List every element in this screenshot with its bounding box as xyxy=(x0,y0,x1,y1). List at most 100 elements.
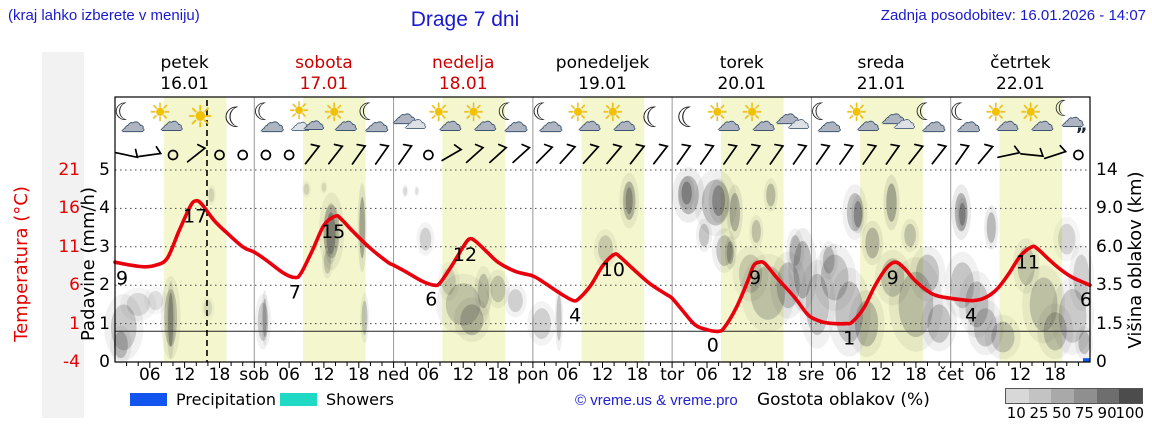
daytime-band xyxy=(860,97,923,362)
temperature-value-label: 15 xyxy=(321,221,345,243)
cloud-glyph: ☁ xyxy=(334,110,358,136)
temperature-value-label: 9 xyxy=(116,268,128,290)
wind-barb-icon xyxy=(699,143,715,165)
x-hour-label: 18 xyxy=(1044,365,1066,385)
x-hour-label: 06 xyxy=(417,365,440,385)
wind-barb-icon xyxy=(606,143,623,165)
cloud-glyph: ☁ xyxy=(817,109,842,137)
day-header-date[interactable]: 22.01 xyxy=(996,74,1045,94)
day-header-name[interactable]: sreda xyxy=(857,53,905,73)
precipitation-tick-label: 0 xyxy=(99,352,110,372)
wind-barb-icon xyxy=(582,143,600,165)
clouds-icon: ☁ ☁ xyxy=(879,99,919,141)
cloud-height-tick-label: 6.0 xyxy=(1096,236,1124,257)
cloud-glyph: ☁ xyxy=(856,110,880,136)
sun-glyph: ☀ xyxy=(706,98,729,127)
moon-glyph: ☾ xyxy=(675,101,701,134)
x-hour-label: 12 xyxy=(1009,365,1032,385)
cloud-density-scale-tick-label: 100 xyxy=(1115,404,1145,422)
cloudw-glyph: ☁ xyxy=(893,109,916,134)
cloud-glyph: ☁ xyxy=(921,109,946,137)
precipitation-bar xyxy=(1083,358,1091,362)
x-hour-label: 18 xyxy=(208,365,231,385)
wind-calm-icon xyxy=(260,149,272,161)
wind-barb-icon xyxy=(908,143,925,165)
day-header-date[interactable]: 17.01 xyxy=(299,74,349,94)
cloud-height-tick-label: 14 xyxy=(1096,160,1118,180)
x-hour-label: 06 xyxy=(696,365,718,385)
moon-cloud-icon: ☾ ☁ xyxy=(112,99,152,141)
day-header-name[interactable]: sobota xyxy=(295,53,353,73)
wind-barb-icon xyxy=(138,145,163,158)
x-day-boundary-label: čet xyxy=(937,365,964,385)
cloud-density-scale-segment xyxy=(1074,389,1097,403)
wind-barb-icon xyxy=(304,143,321,165)
cloudw-glyph: ☁ xyxy=(404,109,427,134)
cloud-density-scale-tick-label: 10 xyxy=(1006,404,1026,422)
wind-barb-icon xyxy=(351,143,367,165)
sun-cloud-icon: ☀ ☁ xyxy=(844,99,884,141)
moon-glyph: ☾ xyxy=(113,98,136,126)
day-header-date[interactable]: 19.01 xyxy=(578,74,627,94)
cloud-glyph: ☁ xyxy=(881,101,906,129)
wind-barb-icon xyxy=(723,143,738,165)
moon-cloud-icon: ☾ ☁ xyxy=(808,99,848,141)
day-header-date[interactable]: 20.01 xyxy=(717,74,767,94)
moon-glyph: ☾ xyxy=(223,101,249,134)
moon-glyph: ☾ xyxy=(531,98,554,126)
sun-glyph: ☀ xyxy=(984,98,1008,127)
moon-icon: ☾ xyxy=(669,99,709,141)
x-hour-label: 06 xyxy=(556,365,579,385)
day-header-name[interactable]: nedelja xyxy=(432,53,495,73)
sun-glyph: ☀ xyxy=(601,98,625,127)
day-header-name[interactable]: četrtek xyxy=(990,53,1051,73)
left-gutter-strip xyxy=(42,52,84,418)
x-hour-label: 12 xyxy=(730,365,753,385)
wind-barb-icon xyxy=(652,143,669,165)
temperature-tick-label: 21 xyxy=(58,160,80,180)
wind-barb-icon xyxy=(559,143,577,165)
moon-cloud-icon: ☾ ☁ xyxy=(251,99,291,141)
wind-barb-icon xyxy=(465,143,485,164)
day-header-name[interactable]: petek xyxy=(160,53,209,73)
wind-barb-icon xyxy=(676,143,692,165)
wind-barb-icon xyxy=(535,143,554,164)
temperature-value-label: 11 xyxy=(1016,252,1040,274)
cloud-glyph: ☁ xyxy=(438,110,462,136)
copyright-link[interactable]: © vreme.us & vreme.pro xyxy=(575,392,738,409)
cloud-glyph: ☁ xyxy=(260,109,284,137)
temperature-value-label: 9 xyxy=(749,267,761,289)
day-header-date[interactable]: 18.01 xyxy=(438,74,488,94)
cloud-density-scale-tick-label: 50 xyxy=(1052,404,1072,422)
x-hour-label: 06 xyxy=(278,365,300,385)
cloud-density-scale-tick-label: 25 xyxy=(1029,404,1049,422)
x-day-boundary-label: sre xyxy=(798,365,825,385)
sun-cloud-icon: ☀ ☁ xyxy=(566,99,606,141)
day-header-name[interactable]: ponedeljek xyxy=(555,53,650,73)
cloud-glyph: ☁ xyxy=(577,110,601,136)
daytime-band xyxy=(303,97,366,362)
temperature-value-label: 1 xyxy=(843,328,855,350)
sun-cloud-icon: ☀ ☁ xyxy=(1018,99,1058,141)
moon-glyph: ☾ xyxy=(810,98,832,126)
x-hour-label: 06 xyxy=(835,365,858,385)
moon-cloud-rain-icon: ☾ ☁ „ xyxy=(1052,99,1092,141)
day-header-date[interactable]: 21.01 xyxy=(856,74,906,94)
sun-icon: ☀ xyxy=(183,99,223,141)
x-hour-label: 12 xyxy=(313,365,335,385)
wind-barbs-row xyxy=(114,143,1084,165)
moon-cloud-icon: ☾ ☁ xyxy=(947,99,987,141)
wind-barb-icon xyxy=(186,143,207,163)
day-header-date[interactable]: 16.01 xyxy=(160,74,209,94)
precipitation-tick-label: 3 xyxy=(99,236,110,257)
cloud-glyph: ☁ xyxy=(503,109,528,137)
moon-glyph: ☾ xyxy=(357,98,379,126)
moon-glyph: ☾ xyxy=(496,98,519,126)
day-header-name[interactable]: torek xyxy=(719,53,764,73)
moon-cloud-icon: ☾ ☁ xyxy=(355,99,395,141)
wind-barb-icon xyxy=(1043,144,1068,160)
wind-calm-icon xyxy=(423,149,434,161)
sun-glyph: ☀ xyxy=(566,98,590,127)
temperature-tick-label: 11 xyxy=(58,236,80,257)
showers-legend-label: Showers xyxy=(326,390,394,409)
